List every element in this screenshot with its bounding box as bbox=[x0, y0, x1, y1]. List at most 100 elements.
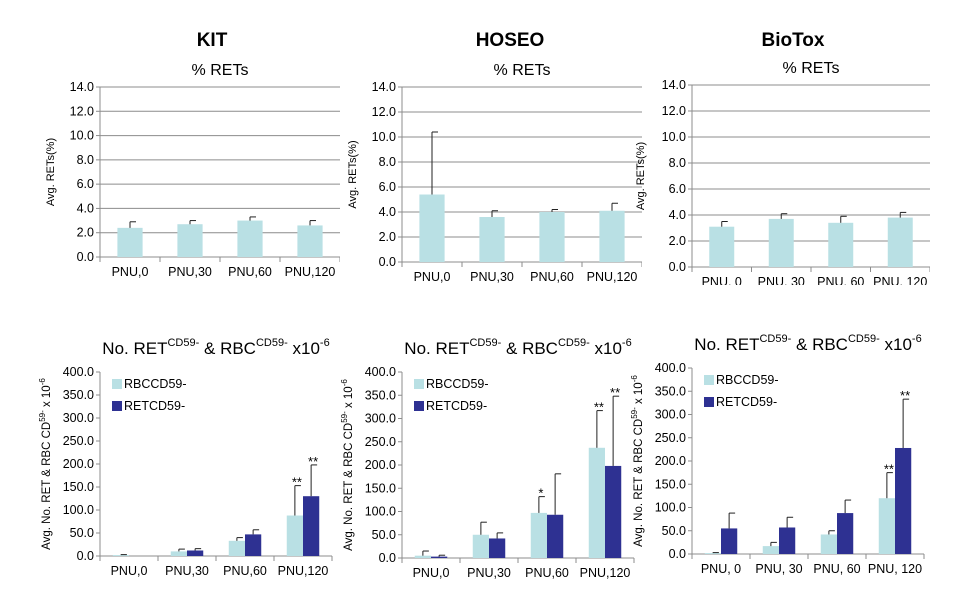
y-tick-label: 50.0 bbox=[70, 526, 94, 540]
legend-label: RBCCD59- bbox=[426, 377, 489, 391]
bar bbox=[762, 546, 779, 554]
title-part: & RBC bbox=[501, 339, 558, 358]
y-tick-label: 150.0 bbox=[365, 481, 396, 495]
y-tick-label: 150.0 bbox=[63, 480, 94, 494]
y-tick-label: 12.0 bbox=[662, 104, 686, 118]
bar bbox=[414, 555, 431, 558]
y-tick-label: 200.0 bbox=[365, 458, 396, 472]
y-tick-label: 200.0 bbox=[655, 454, 686, 468]
significance-marker: ** bbox=[884, 462, 894, 477]
ylabel-part: x 10 bbox=[343, 386, 355, 411]
y-tick-label: 0.0 bbox=[669, 547, 686, 561]
bar bbox=[887, 217, 913, 267]
y-tick-label: 0.0 bbox=[379, 551, 396, 565]
y-tick-label: 250.0 bbox=[655, 431, 686, 445]
bar bbox=[895, 447, 912, 554]
bar bbox=[837, 513, 854, 554]
bar bbox=[547, 514, 564, 558]
title-part: No. RET bbox=[694, 335, 759, 354]
bar bbox=[828, 222, 854, 267]
bar bbox=[721, 528, 738, 554]
ylabel-part: Avg. No. RET & RBC CD bbox=[633, 419, 645, 547]
y-tick-label: 250.0 bbox=[365, 435, 396, 449]
legend-label: RETCD59- bbox=[124, 399, 185, 413]
bar bbox=[286, 515, 303, 556]
bar bbox=[709, 226, 735, 267]
x-tick-label: PNU, 60 bbox=[817, 275, 864, 285]
bar bbox=[117, 227, 143, 257]
y-tick-label: 6.0 bbox=[77, 177, 94, 191]
title-part: x10 bbox=[590, 339, 622, 358]
chart-hoseo-ret: % RETs Avg. RETs(%) 0.0 2.0 4.0 6.0 8.0 10.0 12.… bbox=[347, 62, 642, 284]
legend-label: RBCCD59- bbox=[716, 373, 779, 387]
y-tick-label: 100.0 bbox=[365, 505, 396, 519]
y-tick-label: 0.0 bbox=[379, 255, 396, 269]
chart-title: % RETs bbox=[494, 62, 551, 79]
x-tick-label: PNU,120 bbox=[278, 564, 329, 578]
bar bbox=[820, 534, 837, 554]
y-tick-label: 100.0 bbox=[655, 501, 686, 515]
significance-marker: ** bbox=[900, 388, 910, 403]
y-tick-label: 10.0 bbox=[662, 130, 686, 144]
y-tick-label: 14.0 bbox=[372, 80, 396, 94]
y-axis-label: Avg. No. RET & RBC CD59- x 10-6 bbox=[38, 378, 53, 550]
y-axis-label: Avg. No. RET & RBC CD59- x 10-6 bbox=[340, 379, 355, 551]
y-tick-label: 100.0 bbox=[63, 503, 94, 517]
y-axis-label: Avg. RETs(%) bbox=[347, 140, 359, 208]
y-tick-label: 300.0 bbox=[63, 411, 94, 425]
title-superscript: -6 bbox=[912, 333, 922, 345]
title-part: & RBC bbox=[199, 339, 256, 358]
bar bbox=[170, 551, 187, 556]
bar bbox=[112, 555, 129, 556]
lab-title-biotox: BioTox bbox=[761, 30, 825, 51]
y-tick-label: 6.0 bbox=[379, 180, 396, 194]
title-superscript: -6 bbox=[320, 337, 330, 349]
chart-title: No. RETCD59- & RBCCD59- x10-6 bbox=[694, 333, 921, 354]
y-tick-label: 300.0 bbox=[365, 412, 396, 426]
significance-marker: * bbox=[538, 486, 543, 501]
title-part: x10 bbox=[880, 335, 912, 354]
x-tick-label: PNU, 30 bbox=[758, 275, 805, 285]
y-tick-label: 250.0 bbox=[63, 434, 94, 448]
y-tick-label: 8.0 bbox=[77, 153, 94, 167]
bar bbox=[297, 225, 323, 257]
title-superscript: CD59- bbox=[167, 337, 199, 349]
x-tick-label: PNU,60 bbox=[228, 265, 272, 279]
y-tick-label: 14.0 bbox=[662, 78, 686, 92]
x-tick-label: PNU,120 bbox=[580, 566, 631, 580]
x-tick-label: PNU,30 bbox=[168, 265, 212, 279]
y-tick-label: 350.0 bbox=[655, 384, 686, 398]
bar bbox=[237, 220, 263, 257]
y-tick-label: 4.0 bbox=[669, 208, 686, 222]
y-tick-label: 12.0 bbox=[70, 104, 94, 118]
y-tick-label: 50.0 bbox=[662, 524, 686, 538]
significance-marker: ** bbox=[610, 385, 620, 400]
title-superscript: CD59- bbox=[558, 337, 590, 349]
legend-swatch bbox=[704, 397, 714, 407]
bar bbox=[588, 447, 605, 558]
y-tick-label: 350.0 bbox=[63, 388, 94, 402]
legend-label: RBCCD59- bbox=[124, 377, 187, 391]
bar bbox=[779, 527, 796, 554]
title-superscript: -6 bbox=[622, 337, 632, 349]
y-tick-label: 2.0 bbox=[669, 234, 686, 248]
x-tick-label: PNU,30 bbox=[165, 564, 209, 578]
bar bbox=[605, 465, 622, 558]
x-tick-label: PNU,0 bbox=[414, 270, 451, 284]
y-tick-label: 14.0 bbox=[70, 80, 94, 94]
x-tick-label: PNU,30 bbox=[467, 566, 511, 580]
chart-biotox-cd59: No. RETCD59- & RBCCD59- x10-6 Avg. No. RE… bbox=[630, 333, 925, 576]
ylabel-superscript: -6 bbox=[630, 375, 639, 383]
bar bbox=[431, 556, 448, 558]
y-tick-label: 300.0 bbox=[655, 408, 686, 422]
y-tick-label: 6.0 bbox=[669, 182, 686, 196]
bar bbox=[539, 212, 565, 262]
legend-label: RETCD59- bbox=[426, 399, 487, 413]
y-tick-label: 10.0 bbox=[70, 129, 94, 143]
bar bbox=[472, 534, 489, 558]
x-tick-label: PNU,60 bbox=[223, 564, 267, 578]
significance-marker: ** bbox=[308, 454, 318, 469]
x-tick-label: PNU, 0 bbox=[702, 275, 742, 285]
legend-swatch bbox=[704, 375, 714, 385]
